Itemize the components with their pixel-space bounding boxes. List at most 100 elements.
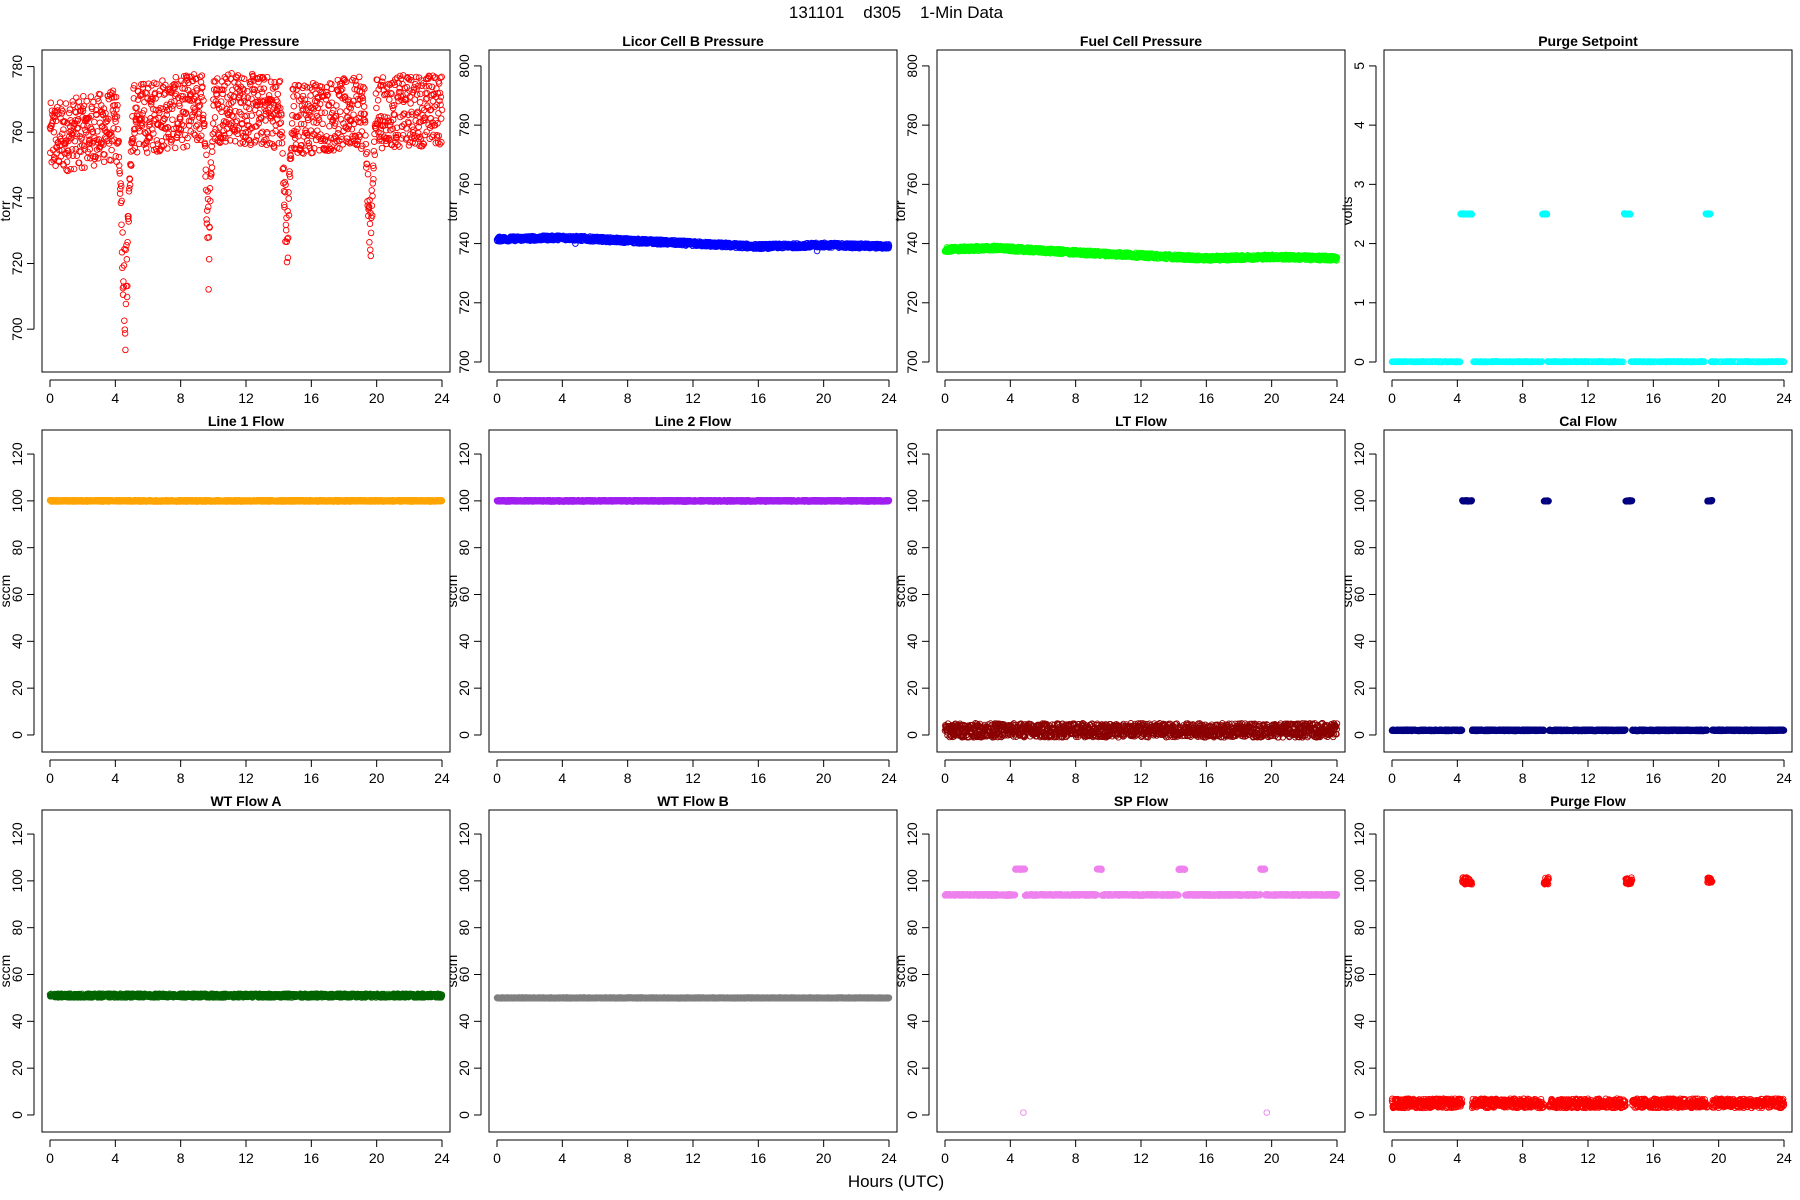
data-point — [299, 92, 307, 100]
data-point — [172, 90, 180, 98]
data-point — [191, 95, 198, 103]
data-point — [403, 125, 410, 132]
data-point — [86, 145, 94, 153]
data-point — [146, 134, 154, 142]
data-point — [240, 75, 248, 83]
x-tick-label: 4 — [111, 390, 119, 406]
data-point — [403, 134, 410, 142]
data-point — [351, 132, 359, 139]
points — [46, 70, 446, 354]
data-point — [200, 97, 207, 104]
x-tick-label: 12 — [685, 390, 701, 406]
data-point — [410, 126, 417, 133]
data-point — [81, 164, 88, 171]
data-point — [377, 82, 384, 90]
data-point — [332, 112, 340, 120]
data-point — [55, 146, 63, 154]
data-point — [75, 115, 82, 123]
data-point — [356, 73, 363, 81]
data-point — [363, 164, 370, 171]
data-point — [119, 229, 126, 236]
data-point — [281, 178, 289, 186]
data-point — [362, 150, 370, 158]
data-point — [396, 143, 403, 150]
data-point — [51, 155, 58, 163]
x-tick-label: 4 — [558, 390, 566, 406]
data-point — [367, 246, 374, 254]
data-point — [398, 96, 405, 104]
data-point — [202, 166, 210, 173]
data-point — [362, 140, 370, 148]
data-point — [358, 128, 366, 135]
data-point — [116, 190, 124, 197]
data-point — [112, 93, 120, 101]
data-point — [134, 87, 141, 95]
data-point — [289, 86, 297, 93]
data-point — [153, 148, 161, 155]
data-point — [66, 106, 74, 113]
data-point — [236, 87, 243, 95]
data-point — [303, 84, 311, 91]
data-point — [167, 136, 174, 143]
data-point — [321, 109, 329, 116]
data-point — [206, 185, 214, 192]
data-point — [397, 92, 405, 99]
y-axis-label: torr — [444, 200, 460, 221]
data-point — [198, 72, 206, 79]
data-point — [228, 100, 235, 107]
data-point — [72, 146, 80, 153]
data-point — [409, 129, 417, 136]
data-point — [407, 76, 415, 84]
data-point — [200, 120, 208, 127]
data-point — [171, 92, 179, 100]
data-point — [87, 93, 95, 100]
data-point — [80, 102, 88, 110]
data-point — [228, 112, 236, 119]
data-point — [391, 143, 398, 151]
data-point — [401, 110, 408, 118]
data-point — [123, 241, 130, 249]
data-point — [157, 123, 165, 131]
data-point — [278, 139, 286, 147]
data-point — [245, 129, 252, 136]
data-point — [276, 77, 284, 85]
data-point — [220, 86, 227, 94]
data-point — [337, 108, 344, 115]
data-point — [199, 83, 206, 91]
data-point — [79, 107, 87, 115]
data-point — [201, 120, 208, 128]
data-point — [237, 99, 245, 107]
data-point — [65, 109, 73, 117]
data-point — [247, 81, 254, 88]
data-point — [175, 100, 183, 107]
data-point — [115, 137, 122, 145]
data-point — [374, 117, 382, 124]
data-point — [274, 102, 282, 110]
data-point — [367, 252, 375, 260]
data-point — [296, 112, 303, 119]
data-point — [122, 346, 129, 354]
data-point — [262, 117, 269, 124]
data-point — [319, 120, 326, 128]
data-point — [281, 203, 288, 211]
x-tick-label: 24 — [434, 390, 450, 406]
data-point — [309, 149, 316, 157]
data-point — [83, 97, 90, 105]
y-axis-label: torr — [0, 200, 13, 221]
y-tick-label: 800 — [456, 54, 472, 78]
data-point — [327, 134, 335, 142]
data-point — [245, 105, 253, 113]
data-point — [219, 103, 226, 111]
data-point — [280, 187, 288, 195]
data-point — [389, 125, 396, 133]
data-point — [287, 155, 295, 162]
data-point — [159, 105, 166, 113]
data-point — [159, 77, 166, 84]
x-tick-label: 8 — [177, 390, 185, 406]
data-point — [228, 70, 235, 77]
data-point — [276, 120, 283, 127]
data-point — [279, 133, 286, 141]
data-point — [80, 92, 87, 100]
data-point — [164, 145, 171, 152]
